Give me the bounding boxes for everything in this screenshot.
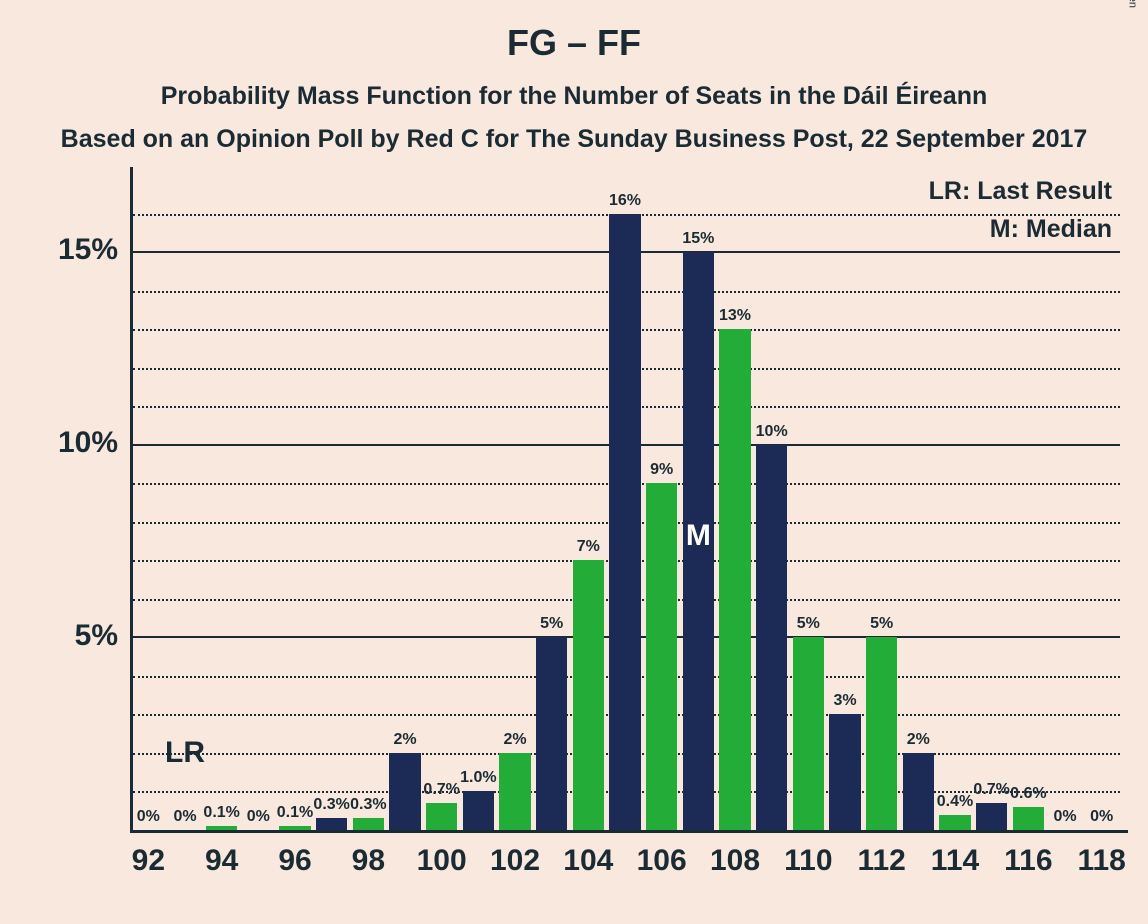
x-tick-label: 118 bbox=[1062, 844, 1142, 878]
bar bbox=[389, 753, 421, 830]
x-tick-label: 98 bbox=[328, 844, 408, 878]
bar bbox=[463, 791, 495, 830]
y-axis bbox=[130, 167, 133, 830]
y-tick-label: 15% bbox=[28, 233, 118, 267]
legend-last-result: LR: Last Result bbox=[929, 177, 1112, 206]
bar-label: 2% bbox=[503, 731, 526, 749]
bar-label: 2% bbox=[393, 731, 416, 749]
bar bbox=[866, 637, 898, 830]
x-axis bbox=[130, 830, 1128, 833]
bar-label: 15% bbox=[682, 230, 714, 248]
x-tick-label: 110 bbox=[768, 844, 848, 878]
chart-subtitle-1: Probability Mass Function for the Number… bbox=[0, 82, 1148, 111]
bar-label: 0.7% bbox=[973, 781, 1009, 799]
bar bbox=[793, 637, 825, 830]
x-tick-label: 114 bbox=[915, 844, 995, 878]
bar bbox=[939, 815, 971, 830]
bar bbox=[829, 714, 861, 830]
bar bbox=[903, 753, 935, 830]
copyright-text: © 2020 Filip van Laenen bbox=[1126, 0, 1138, 8]
x-tick-label: 106 bbox=[622, 844, 702, 878]
chart-subtitle-2: Based on an Opinion Poll by Red C for Th… bbox=[0, 125, 1148, 154]
y-tick-label: 10% bbox=[28, 426, 118, 460]
bar-label: 0.7% bbox=[423, 781, 459, 799]
x-tick-label: 104 bbox=[548, 844, 628, 878]
chart-plot-area: 5%10%15%0%0%0.1%0%0.1%0.3%0.3%2%0.7%1.0%… bbox=[130, 175, 1120, 830]
bar bbox=[976, 803, 1008, 830]
bar bbox=[499, 753, 531, 830]
bar-label: 9% bbox=[650, 461, 673, 479]
x-tick-label: 96 bbox=[255, 844, 335, 878]
bar-label: 0% bbox=[1053, 808, 1076, 826]
bar-label: 16% bbox=[609, 192, 641, 210]
x-tick-label: 116 bbox=[988, 844, 1068, 878]
x-tick-label: 94 bbox=[182, 844, 262, 878]
bar-label: 1.0% bbox=[460, 769, 496, 787]
x-tick-label: 112 bbox=[842, 844, 922, 878]
bar-label: 2% bbox=[907, 731, 930, 749]
bar bbox=[206, 826, 238, 830]
chart-title: FG – FF bbox=[0, 0, 1148, 64]
bar-label: 5% bbox=[797, 615, 820, 633]
bar-label: 0% bbox=[1090, 808, 1113, 826]
bar-label: 3% bbox=[833, 692, 856, 710]
bar-label: 0.3% bbox=[350, 796, 386, 814]
marker-median: M bbox=[683, 519, 715, 553]
bar-label: 7% bbox=[577, 538, 600, 556]
x-tick-label: 100 bbox=[402, 844, 482, 878]
bar bbox=[719, 329, 751, 830]
bar-label: 0.1% bbox=[203, 804, 239, 822]
bar bbox=[1013, 807, 1045, 830]
x-tick-label: 102 bbox=[475, 844, 555, 878]
x-tick-label: 92 bbox=[108, 844, 188, 878]
bar-label: 13% bbox=[719, 307, 751, 325]
bar bbox=[646, 483, 678, 830]
bar-label: 0.4% bbox=[937, 793, 973, 811]
bar-label: 0% bbox=[173, 808, 196, 826]
bar-label: 0.3% bbox=[313, 796, 349, 814]
bar bbox=[316, 818, 348, 830]
bar bbox=[609, 214, 641, 830]
bar-label: 5% bbox=[540, 615, 563, 633]
y-tick-label: 5% bbox=[28, 619, 118, 653]
bar-label: 10% bbox=[756, 423, 788, 441]
bar bbox=[536, 637, 568, 830]
bar-label: 0% bbox=[247, 808, 270, 826]
bar-label: 0% bbox=[137, 808, 160, 826]
marker-last-result: LR bbox=[165, 736, 205, 770]
bar-label: 5% bbox=[870, 615, 893, 633]
bar bbox=[426, 803, 458, 830]
legend-median: M: Median bbox=[990, 215, 1112, 244]
bar-label: 0.1% bbox=[277, 804, 313, 822]
bar bbox=[353, 818, 385, 830]
bar bbox=[573, 560, 605, 830]
x-tick-label: 108 bbox=[695, 844, 775, 878]
bar-label: 0.6% bbox=[1010, 785, 1046, 803]
bar bbox=[756, 445, 788, 830]
bar bbox=[279, 826, 311, 830]
